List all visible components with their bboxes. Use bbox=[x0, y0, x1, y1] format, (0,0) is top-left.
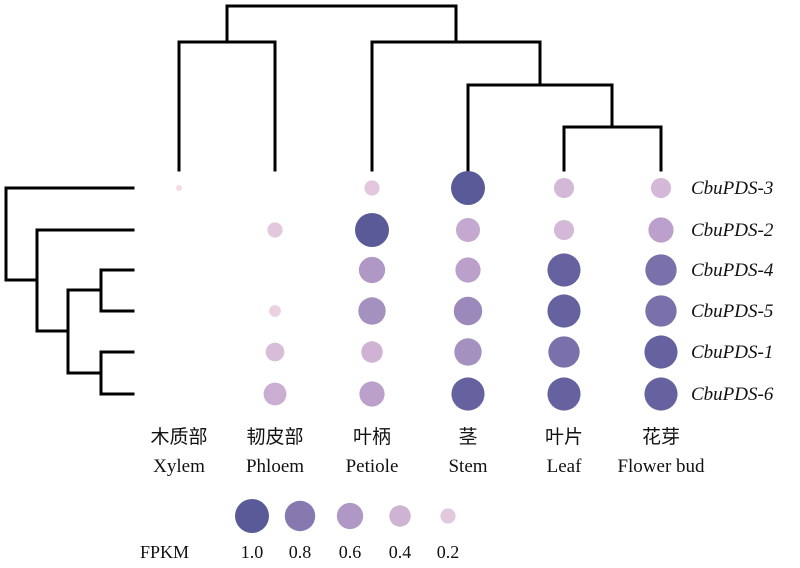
bubble-cbupds-6-petiole bbox=[359, 381, 385, 407]
bubble-cbupds-1-phloem bbox=[265, 342, 285, 362]
bubble-cbupds-4-leaf bbox=[547, 253, 581, 287]
tissue-label-en: Stem bbox=[448, 456, 487, 477]
legend-title: FPKM bbox=[140, 542, 189, 562]
gene-labels: CbuPDS-3 CbuPDS-2 CbuPDS-4 CbuPDS-5 CbuPDS-1… bbox=[691, 178, 774, 405]
row-branch-45-16 bbox=[66, 288, 103, 375]
tissue-label-cn: 花芽 bbox=[642, 426, 680, 448]
fpkm-legend: FPKM 1.0 0.8 0.6 0.4 0.2 bbox=[140, 499, 459, 562]
bubble-cbupds-6-leaf bbox=[547, 377, 581, 411]
gene-label: CbuPDS-3 bbox=[691, 178, 773, 199]
bubble-cbupds-4-petiole bbox=[358, 256, 386, 284]
tissue-label-en: Xylem bbox=[153, 456, 205, 477]
tissue-label-cn: 叶柄 bbox=[353, 426, 391, 448]
tissue-label-en: Leaf bbox=[547, 456, 582, 477]
gene-label: CbuPDS-4 bbox=[691, 260, 774, 281]
col-branch-xylem-phloem bbox=[177, 40, 277, 172]
bubble-cbupds-6-flower-bud bbox=[644, 377, 678, 411]
bubble-cbupds-2-stem bbox=[455, 217, 481, 243]
tissue-label-cn: 韧皮部 bbox=[246, 426, 303, 448]
row-branch-1-6 bbox=[99, 350, 135, 396]
row-branch-4-5 bbox=[99, 268, 135, 313]
gene-label: CbuPDS-5 bbox=[691, 301, 773, 322]
tissue-label-en: Flower bud bbox=[617, 456, 705, 477]
bubble-cbupds-3-leaf bbox=[553, 177, 575, 199]
gene-label: CbuPDS-1 bbox=[691, 342, 773, 363]
bubble-cbupds-2-phloem bbox=[267, 222, 283, 238]
bubble-cbupds-5-phloem bbox=[269, 305, 281, 317]
row-branch-2-group bbox=[35, 228, 135, 333]
bubble-cbupds-2-leaf bbox=[553, 219, 575, 241]
bubble-grid bbox=[176, 171, 678, 411]
tissue-labels: 木质部 Xylem 韧皮部 Phloem 叶柄 Petiole 茎 Stem 叶片 Leaf 花芽 F… bbox=[150, 426, 705, 477]
bubble-cbupds-4-flower-bud bbox=[645, 254, 677, 286]
row-dendrogram bbox=[4, 186, 135, 396]
bubble-cbupds-1-leaf bbox=[548, 336, 580, 368]
row-branch-root bbox=[4, 186, 135, 282]
bubble-cbupds-3-stem bbox=[451, 171, 485, 205]
legend-bubble bbox=[284, 500, 316, 532]
legend-tick-label: 1.0 bbox=[241, 542, 264, 562]
gene-label: CbuPDS-2 bbox=[691, 220, 774, 241]
tissue-label-cn: 茎 bbox=[458, 426, 477, 448]
col-branch-root bbox=[225, 4, 458, 44]
bubble-cbupds-6-phloem bbox=[263, 382, 287, 406]
tissue-label-en: Petiole bbox=[346, 456, 399, 477]
legend-bubble bbox=[235, 499, 269, 533]
legend-bubble bbox=[389, 505, 411, 527]
bubble-cbupds-2-petiole bbox=[355, 213, 389, 247]
legend-bubble bbox=[440, 508, 456, 524]
bubble-cbupds-3-flower-bud bbox=[650, 177, 672, 199]
legend-tick-label: 0.4 bbox=[389, 542, 412, 562]
bubble-cbupds-1-petiole bbox=[361, 341, 383, 363]
bubble-cbupds-5-leaf bbox=[547, 294, 581, 328]
legend-bubble bbox=[336, 502, 364, 530]
col-branch-leaf-flower bbox=[562, 125, 663, 172]
bubble-cbupds-1-stem bbox=[454, 338, 482, 366]
tissue-label-en: Phloem bbox=[246, 456, 304, 477]
bubble-cbupds-5-flower-bud bbox=[645, 295, 677, 327]
bubble-cbupds-2-flower-bud bbox=[648, 217, 674, 243]
bubble-cbupds-3-xylem bbox=[176, 185, 182, 191]
bubble-cbupds-3-petiole bbox=[364, 180, 380, 196]
bubble-cbupds-4-stem bbox=[455, 257, 481, 283]
tissue-label-cn: 木质部 bbox=[150, 426, 207, 448]
bubble-cbupds-5-petiole bbox=[358, 297, 386, 325]
bubble-cbupds-6-stem bbox=[451, 377, 485, 411]
legend-tick-label: 0.8 bbox=[289, 542, 312, 562]
tissue-label-cn: 叶片 bbox=[545, 426, 583, 448]
column-dendrogram bbox=[177, 4, 663, 172]
legend-tick-label: 0.2 bbox=[437, 542, 460, 562]
gene-label: CbuPDS-6 bbox=[691, 384, 774, 405]
legend-tick-label: 0.6 bbox=[339, 542, 362, 562]
bubble-cbupds-5-stem bbox=[453, 296, 483, 326]
col-branch-petiole-group bbox=[370, 40, 542, 172]
bubble-cbupds-1-flower-bud bbox=[644, 335, 678, 369]
